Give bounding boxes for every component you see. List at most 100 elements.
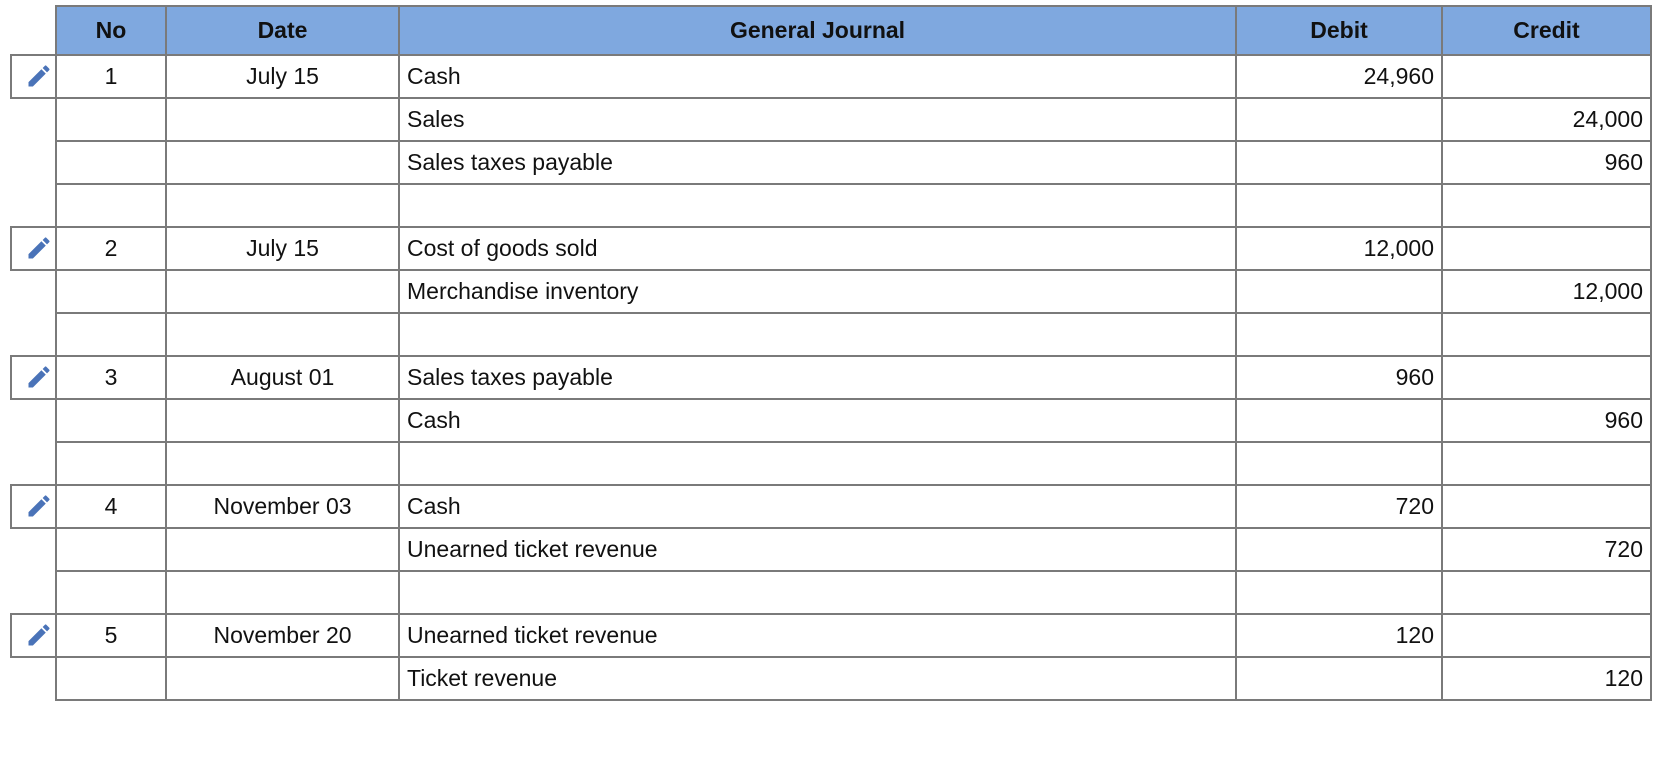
journal-row: 4 November 03 Cash 720 (10, 484, 1652, 529)
blank-cell (1235, 441, 1443, 486)
credit-amount: 120 (1441, 656, 1652, 701)
journal-row: 3 August 01 Sales taxes payable 960 (10, 355, 1652, 400)
header-row: No Date General Journal Debit Credit (11, 5, 1652, 56)
entry-number (55, 398, 167, 443)
blank-cell (1235, 570, 1443, 615)
debit-account: Cash (398, 484, 1237, 529)
blank-cell (165, 570, 400, 615)
edit-cell (11, 270, 56, 313)
pencil-icon (25, 234, 53, 262)
edit-cell (10, 226, 56, 271)
blank-cell (55, 441, 167, 486)
credit-column-header: Credit (1441, 5, 1652, 56)
date-column-header: Date (165, 5, 400, 56)
entry-date (165, 269, 400, 314)
credit-amount (1441, 355, 1652, 400)
edit-cell (11, 528, 56, 571)
edit-entry-2-button[interactable] (19, 229, 56, 267)
debit-account: Cost of goods sold (398, 226, 1237, 271)
edit-cell (10, 54, 56, 99)
entry-date: July 15 (165, 226, 400, 271)
entry-number (55, 656, 167, 701)
debit-amount: 24,960 (1235, 54, 1443, 99)
blank-cell (165, 312, 400, 357)
blank-cell (1441, 570, 1652, 615)
credit-amount: 960 (1441, 140, 1652, 185)
debit-amount (1235, 97, 1443, 142)
debit-amount (1235, 656, 1443, 701)
debit-account: Sales taxes payable (398, 355, 1237, 400)
blank-cell (1441, 312, 1652, 357)
blank-cell (398, 183, 1237, 228)
edit-cell (11, 442, 56, 485)
entry-date: November 03 (165, 484, 400, 529)
credit-account: Cash (398, 398, 1237, 443)
blank-cell (55, 312, 167, 357)
edit-entry-4-button[interactable] (19, 487, 56, 525)
journal-row: Sales taxes payable 960 (11, 140, 1652, 185)
entry-date (165, 527, 400, 572)
entry-number: 5 (55, 613, 167, 658)
credit-amount (1441, 613, 1652, 658)
journal-row: 5 November 20 Unearned ticket revenue 12… (10, 613, 1652, 658)
blank-cell (165, 441, 400, 486)
journal-row: Cash 960 (11, 398, 1652, 443)
blank-row (11, 312, 1652, 357)
general-journal-column-header: General Journal (398, 5, 1237, 56)
debit-account: Unearned ticket revenue (398, 613, 1237, 658)
entry-number: 2 (55, 226, 167, 271)
edit-cell (11, 184, 56, 227)
edit-cell (10, 613, 56, 658)
edit-cell (11, 571, 56, 614)
credit-account: Unearned ticket revenue (398, 527, 1237, 572)
no-column-header: No (55, 5, 167, 56)
blank-cell (55, 570, 167, 615)
blank-row (11, 570, 1652, 615)
debit-amount: 12,000 (1235, 226, 1443, 271)
edit-cell (11, 313, 56, 356)
journal-row: Unearned ticket revenue 720 (11, 527, 1652, 572)
blank-cell (55, 183, 167, 228)
blank-cell (165, 183, 400, 228)
edit-cell (11, 98, 56, 141)
pencil-icon (25, 363, 53, 391)
entry-number (55, 97, 167, 142)
debit-amount (1235, 398, 1443, 443)
edit-cell (10, 355, 56, 400)
blank-cell (1441, 183, 1652, 228)
credit-account: Ticket revenue (398, 656, 1237, 701)
journal-row: Sales 24,000 (11, 97, 1652, 142)
debit-column-header: Debit (1235, 5, 1443, 56)
general-journal-table: No Date General Journal Debit Credit 1 J (10, 5, 1652, 701)
edit-cell (11, 399, 56, 442)
credit-account: Sales taxes payable (398, 140, 1237, 185)
edit-cell (11, 141, 56, 184)
entry-number (55, 527, 167, 572)
debit-amount (1235, 527, 1443, 572)
credit-amount: 12,000 (1441, 269, 1652, 314)
edit-entry-1-button[interactable] (19, 57, 56, 95)
debit-account: Cash (398, 54, 1237, 99)
pencil-icon (25, 62, 53, 90)
blank-cell (1235, 312, 1443, 357)
edit-cell (11, 657, 56, 700)
journal-row: Merchandise inventory 12,000 (11, 269, 1652, 314)
entry-date (165, 140, 400, 185)
debit-amount: 960 (1235, 355, 1443, 400)
pencil-icon (25, 492, 53, 520)
blank-cell (398, 312, 1237, 357)
debit-amount: 720 (1235, 484, 1443, 529)
credit-amount (1441, 484, 1652, 529)
entry-date: July 15 (165, 54, 400, 99)
entry-number: 1 (55, 54, 167, 99)
entry-date (165, 398, 400, 443)
entry-date: November 20 (165, 613, 400, 658)
blank-cell (398, 441, 1237, 486)
credit-amount: 960 (1441, 398, 1652, 443)
entry-number: 3 (55, 355, 167, 400)
journal-row: 1 July 15 Cash 24,960 (10, 54, 1652, 99)
journal-row: 2 July 15 Cost of goods sold 12,000 (10, 226, 1652, 271)
edit-entry-3-button[interactable] (19, 358, 56, 396)
journal-row: Ticket revenue 120 (11, 656, 1652, 701)
edit-entry-5-button[interactable] (19, 616, 56, 654)
